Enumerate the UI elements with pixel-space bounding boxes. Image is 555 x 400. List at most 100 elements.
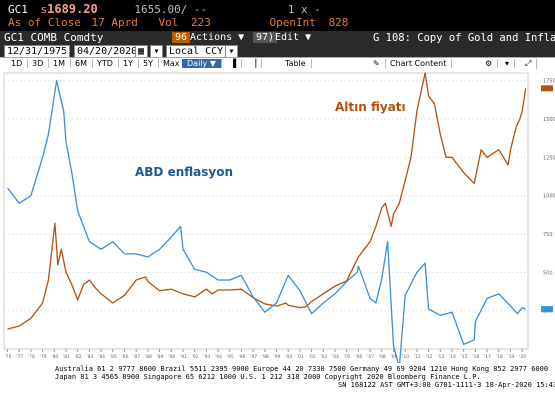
close-label: As of Close <box>8 16 81 29</box>
expand-icon[interactable]: ⤢ <box>520 59 538 69</box>
y-tick-label: 1500 <box>543 117 555 123</box>
title-bar: GC1 COMB Comdty 96 Actions ▼ 97) Edit ▼ … <box>0 31 555 45</box>
x-tick-label: '84 <box>98 354 105 360</box>
x-tick-label: '95 <box>227 354 234 360</box>
x-tick-label: '96 <box>238 354 245 360</box>
x-tick-label: '03 <box>320 354 327 360</box>
actions-menu[interactable]: Actions ▼ <box>190 32 245 43</box>
bid-ask-size: 1 x - <box>287 3 321 16</box>
x-tick-label: '13 <box>437 354 444 360</box>
period-1m[interactable]: 1M <box>48 59 71 68</box>
x-tick-label: '89 <box>157 354 164 360</box>
chart-content-icon[interactable]: ✎ <box>368 59 386 68</box>
x-tick-label: '77 <box>16 354 23 360</box>
edit-number: 97) <box>253 32 278 43</box>
security-ticker[interactable]: GC1 <box>8 3 28 16</box>
table-button[interactable]: Table <box>280 59 312 68</box>
plot-frame <box>3 72 529 350</box>
period-3d[interactable]: 3D <box>27 59 50 68</box>
footer-line-1: Australia 61 2 9777 8600 Brazil 5511 239… <box>55 365 549 373</box>
quote-line-2: As of Close 17 Aprd Vol 223 OpenInt 828 <box>8 16 348 29</box>
x-tick-label: '18 <box>496 354 503 360</box>
x-tick-label: '02 <box>309 354 316 360</box>
x-tick-label: '86 <box>121 354 128 360</box>
x-tick-label: '85 <box>110 354 117 360</box>
x-tick-label: '82 <box>75 354 82 360</box>
vol-label: Vol <box>158 16 179 29</box>
date-bar: 12/31/1975 – 04/20/2020 ▦ ▾ Local CCY ▾ <box>0 45 555 59</box>
frequency-select[interactable]: Daily ▼ <box>182 59 222 68</box>
x-tick-label: '99 <box>274 354 281 360</box>
close-date: 17 Aprd <box>91 16 138 29</box>
chart-area: 2505007501000125015001750 '76'77'78'79'8… <box>0 71 555 400</box>
actions-number: 96 <box>172 32 191 43</box>
x-tick-label: '80 <box>51 354 58 360</box>
y-tick-label: 750 <box>543 232 553 238</box>
settings-icon[interactable]: ⚙ <box>480 59 499 68</box>
price-prefix: s <box>40 3 48 16</box>
x-tick-label: '19 <box>507 354 514 360</box>
x-tick-label: '11 <box>414 354 421 360</box>
gold-annotation: Altın fiyatı <box>335 100 406 114</box>
last-price: 1689.20 <box>47 2 98 16</box>
y-tick-label: 1250 <box>543 155 555 161</box>
x-tick-label: '10 <box>402 354 409 360</box>
x-tick-label: '17 <box>484 354 491 360</box>
y-tick-label: 1750 <box>543 79 555 85</box>
gold-price-line <box>7 72 527 330</box>
x-tick-label: '97 <box>250 354 257 360</box>
x-tick-label: '78 <box>28 354 35 360</box>
x-tick-label: '90 <box>168 354 175 360</box>
x-tick-label: '88 <box>145 354 152 360</box>
openint-value: 828 <box>328 16 349 29</box>
footer-line-2: Japan 81 3 4565 8900 Singapore 65 6212 1… <box>55 373 481 381</box>
quote-line-1: GC1 s1689.20 1655.00/ -- 1 x - <box>8 2 321 16</box>
x-tick-label: '00 <box>285 354 292 360</box>
x-tick-label: '79 <box>40 354 47 360</box>
more-icon[interactable]: ▾ <box>500 59 516 68</box>
x-tick-label: '93 <box>203 354 210 360</box>
x-tick-label: '01 <box>297 354 304 360</box>
chart-style-icon[interactable]: ▕ <box>245 59 263 68</box>
gold-inflation-chart: 2505007501000125015001750 '76'77'78'79'8… <box>3 72 555 369</box>
quote-header: GC1 s1689.20 1655.00/ -- 1 x - As of Clo… <box>0 0 555 31</box>
x-tick-label: '92 <box>192 354 199 360</box>
chart-content-button[interactable]: Chart Content <box>385 59 453 68</box>
chart-type-icon[interactable]: ▐ <box>225 59 243 68</box>
x-tick-label: '14 <box>449 354 456 360</box>
x-tick-label: '09 <box>390 354 397 360</box>
x-tick-label: '83 <box>86 354 93 360</box>
x-tick-label: '91 <box>180 354 187 360</box>
footer-line-3: SN 168122 AST GMT+3:00 G701-1111-3 18-Ap… <box>338 381 555 389</box>
openint-label: OpenInt <box>269 16 316 29</box>
page-title: G 108: Copy of Gold and Inflation <box>373 32 555 44</box>
x-tick-label: '20 <box>519 354 526 360</box>
edit-menu[interactable]: Edit ▼ <box>275 32 312 43</box>
security-title: GC1 COMB Comdty <box>4 31 104 44</box>
x-tick-label: '98 <box>262 354 269 360</box>
vol-value: 223 <box>190 16 211 29</box>
period-ytd[interactable]: YTD <box>92 59 119 68</box>
x-tick-label: '05 <box>344 354 351 360</box>
gold-last-value-marker <box>541 85 553 92</box>
inflation-annotation: ABD enflasyon <box>135 165 233 179</box>
period-6m[interactable]: 6M <box>70 59 93 68</box>
x-tick-label: '81 <box>63 354 70 360</box>
x-tick-label: '94 <box>215 354 222 360</box>
x-tick-label: '76 <box>5 354 12 360</box>
period-bar: 1D 3D 1M 6M YTD 1Y 5Y Max Daily ▼ ▐ ▕ Ta… <box>0 57 555 72</box>
x-tick-label: '04 <box>332 354 339 360</box>
period-1y[interactable]: 1Y <box>118 59 139 68</box>
x-tick-label: '87 <box>133 354 140 360</box>
period-5y[interactable]: 5Y <box>138 59 159 68</box>
x-tick-label: '06 <box>355 354 362 360</box>
period-1d[interactable]: 1D <box>6 59 29 68</box>
y-tick-label: 1000 <box>543 194 555 200</box>
x-tick-label: '16 <box>472 354 479 360</box>
date-separator: – <box>64 46 71 57</box>
x-tick-label: '08 <box>379 354 386 360</box>
inflation-last-value-marker <box>541 306 553 313</box>
bid-ask: 1655.00/ -- <box>134 3 208 16</box>
x-tick-label: '15 <box>461 354 468 360</box>
y-tick-label: 500 <box>543 270 553 276</box>
